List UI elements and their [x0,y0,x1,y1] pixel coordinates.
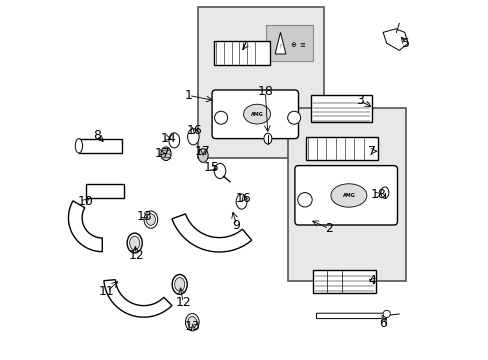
Circle shape [287,111,300,124]
Ellipse shape [172,275,187,294]
Text: 4: 4 [367,274,375,287]
Bar [305,137,377,160]
Text: 17: 17 [195,145,211,158]
Circle shape [214,111,227,124]
FancyBboxPatch shape [212,90,298,139]
Text: 11: 11 [99,285,115,298]
Text: 5: 5 [401,37,409,50]
Text: 15: 15 [203,161,219,174]
Polygon shape [68,201,102,252]
Text: ≡: ≡ [299,42,305,48]
Ellipse shape [146,214,155,225]
Ellipse shape [243,104,270,124]
Text: 9: 9 [232,219,240,231]
Text: 8: 8 [93,129,101,141]
Text: 6: 6 [378,317,386,330]
Ellipse shape [198,149,208,162]
Ellipse shape [161,147,171,161]
Polygon shape [382,29,407,50]
Text: 13: 13 [136,210,152,222]
Text: AMG: AMG [250,112,263,117]
Text: 13: 13 [185,320,201,333]
Text: 18: 18 [370,188,386,201]
Ellipse shape [129,236,140,250]
Bar [79,139,122,153]
Text: 1: 1 [184,89,192,102]
Text: 2: 2 [325,222,332,235]
Ellipse shape [236,194,246,209]
Bar [213,41,269,65]
Text: 7: 7 [240,40,248,53]
Ellipse shape [185,314,199,331]
Polygon shape [172,214,251,252]
Bar [197,7,323,158]
Text: 17: 17 [154,147,170,159]
Polygon shape [103,280,172,317]
Ellipse shape [214,163,225,179]
Bar [312,270,375,293]
Text: 12: 12 [128,249,144,262]
Ellipse shape [264,133,271,144]
Ellipse shape [168,133,179,148]
Bar [265,25,312,61]
Ellipse shape [187,129,199,145]
Text: 10: 10 [77,195,93,208]
Text: 16: 16 [235,192,251,205]
Ellipse shape [380,187,388,198]
Ellipse shape [187,316,196,328]
Polygon shape [275,32,285,54]
Ellipse shape [144,211,158,228]
Ellipse shape [174,278,184,291]
Bar [310,95,371,122]
Ellipse shape [330,184,366,207]
Ellipse shape [127,233,142,253]
Text: 3: 3 [355,94,363,107]
Bar [287,108,406,281]
Circle shape [382,310,389,318]
Text: AMG: AMG [342,193,355,198]
Text: 7: 7 [367,145,376,158]
FancyBboxPatch shape [294,166,397,225]
Text: 16: 16 [186,124,203,137]
Text: 14: 14 [161,132,177,145]
Text: 12: 12 [175,296,191,309]
Polygon shape [316,313,387,319]
Text: !: ! [279,44,281,49]
Text: 18: 18 [257,85,273,98]
Circle shape [297,193,311,207]
Ellipse shape [75,139,82,153]
Text: ⊕: ⊕ [289,42,295,48]
